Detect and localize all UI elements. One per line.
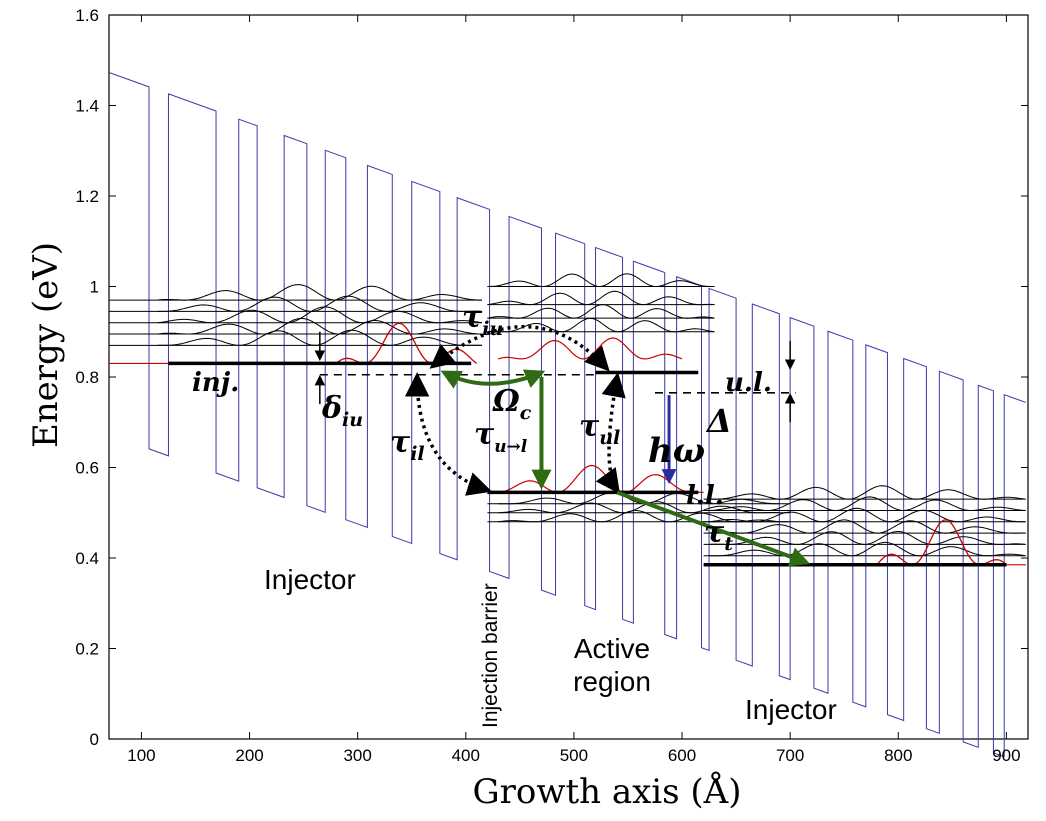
x-tick-label: 400	[452, 746, 480, 765]
wavefunction	[709, 496, 1025, 512]
label-tau-iu: τiu	[462, 300, 503, 340]
wavefunction	[709, 531, 1025, 545]
x-axis-title: Growth axis (Å)	[472, 771, 741, 812]
y-tick-label: 1.4	[75, 97, 99, 116]
label-h-omega: hω	[648, 431, 705, 471]
arrow-tau-il	[404, 372, 493, 496]
x-tick-label: 200	[235, 746, 263, 765]
label-ul: u.l.	[725, 368, 772, 398]
plot-frame	[108, 14, 1029, 740]
wavefunction	[498, 492, 780, 505]
arrow-omega-c	[440, 369, 546, 389]
energy-levels	[168, 361, 1007, 567]
x-ticks: 100 200 300 400 500 600 700 800 900	[127, 15, 1021, 765]
wavefunction	[487, 304, 715, 319]
y-tick-label: 1.2	[75, 187, 99, 206]
wavefunction	[709, 507, 1025, 523]
y-tick-label: 0.6	[75, 459, 99, 478]
conduction-band-profile	[108, 71, 1027, 758]
y-tick-label: 0.4	[75, 549, 99, 568]
y-tick-label: 1	[90, 278, 99, 297]
y-tick-label: 0.2	[75, 640, 99, 659]
wavefunction	[157, 318, 482, 335]
symbol-annotations: τiu τil τu→l τul τt Ωc δiu hω Δ inj. u.l…	[192, 300, 772, 555]
x-tick-label: 300	[343, 746, 371, 765]
region-active: Active region	[573, 633, 651, 697]
x-tick-label: 600	[668, 746, 696, 765]
region-labels: Injector Active region Injector Injection…	[264, 564, 837, 728]
wavefunctions	[109, 273, 1026, 566]
wavefunction	[709, 485, 1025, 500]
label-ll: l.l.	[686, 481, 724, 511]
label-tau-t: τt	[704, 515, 733, 555]
y-axis-title: Energy (eV)	[26, 242, 66, 448]
arrow-tau-t	[616, 490, 811, 567]
wavefunction	[709, 541, 1025, 557]
region-injector-left: Injector	[264, 564, 356, 595]
label-tau-il: τil	[390, 425, 425, 465]
x-tick-label: 900	[992, 746, 1020, 765]
wavefunction	[157, 306, 483, 324]
wavefunction-red	[335, 322, 477, 365]
y-tick-label: 0	[90, 730, 99, 749]
label-tau-u-to-l: τu→l	[474, 417, 528, 457]
x-tick-label: 100	[127, 746, 155, 765]
y-ticks: 0 0.2 0.4 0.6 0.8 1 1.2 1.4 1.6	[75, 6, 1028, 749]
transition-arrows	[314, 325, 811, 567]
label-omega-c: Ωc	[492, 384, 532, 424]
plot-area	[108, 14, 1029, 740]
label-tau-ul: τul	[579, 409, 620, 449]
y-tick-label: 1.6	[75, 6, 99, 25]
arrow-tau-iu	[429, 325, 610, 372]
label-inj: inj.	[192, 368, 239, 398]
wavefunction	[487, 317, 715, 333]
label-Delta: Δ	[705, 402, 732, 440]
region-injector-right: Injector	[745, 694, 837, 725]
wavefunction	[157, 295, 483, 312]
x-tick-label: 700	[776, 746, 804, 765]
wavefunction-red	[498, 337, 683, 360]
x-tick-label: 500	[560, 746, 588, 765]
wavefunction	[487, 290, 715, 306]
wavefunction	[709, 519, 1025, 534]
band-edge	[108, 71, 1027, 758]
label-delta-iu: δiu	[321, 391, 363, 431]
y-tick-label: 0.8	[75, 368, 99, 387]
injection-barrier-label: Injection barrier	[479, 583, 502, 728]
x-tick-label: 800	[884, 746, 912, 765]
wavefunction	[157, 284, 482, 301]
wavefunction	[487, 273, 715, 288]
